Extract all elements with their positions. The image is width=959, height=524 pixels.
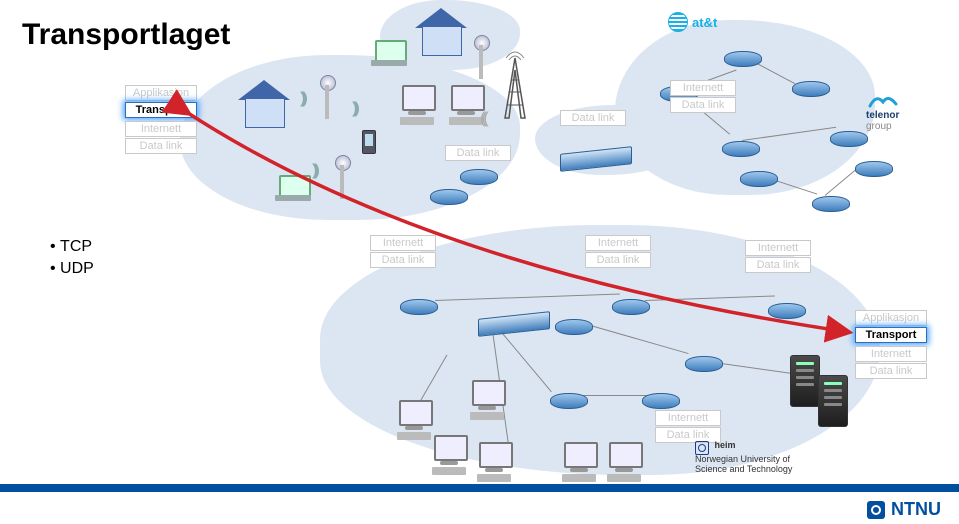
layer-applikasjon: Applikasjon [125, 85, 197, 101]
layer-label: Data link [670, 97, 736, 113]
ntnu-emblem-icon [867, 501, 885, 519]
page-title: Transportlaget [22, 18, 230, 52]
ap-icon [320, 75, 334, 119]
ap-icon [335, 155, 349, 199]
pc-icon [605, 442, 645, 482]
router-icon [400, 288, 436, 324]
pc-icon [560, 442, 600, 482]
layer-label: Internett [370, 235, 436, 251]
pc-icon [475, 442, 515, 482]
bullet-label: UDP [60, 260, 94, 277]
router-icon [550, 382, 586, 418]
house-icon [415, 8, 467, 56]
layer-transport: Transport [125, 102, 197, 118]
ap-icon [474, 35, 488, 79]
att-text: at&t [692, 15, 717, 30]
ntnu-text: NTNU [891, 499, 941, 520]
bullet-label: TCP [60, 238, 92, 255]
bullet-tcp: • TCP [50, 238, 92, 256]
wifi-icon: ))) [352, 100, 356, 118]
bullet-udp: • UDP [50, 260, 94, 278]
layer-internett: Internett [855, 346, 927, 362]
footer-bar: NTNU [0, 484, 959, 524]
pc-icon [398, 85, 438, 125]
layer-transport: Transport [855, 327, 927, 343]
laptop-icon [371, 40, 409, 66]
caption-line: Science and Technology [695, 464, 792, 474]
cloud-blob [180, 55, 520, 220]
telenor-fan-icon [866, 92, 900, 110]
att-logo: at&t [668, 12, 717, 32]
router-icon [768, 292, 804, 328]
ntnu-caption: heim Norwegian University of Science and… [695, 441, 792, 475]
laptop-icon [275, 175, 313, 201]
caption-line: Norwegian University of [695, 454, 790, 464]
pc-icon [468, 380, 508, 420]
router-icon [460, 158, 496, 194]
caption-line: heim [715, 440, 736, 450]
router-icon [812, 185, 848, 221]
telenor-logo: telenor group [866, 92, 900, 132]
layer-datalink: Data link [855, 363, 927, 379]
router-icon [555, 308, 591, 344]
layer-label: Data link [745, 257, 811, 273]
router-icon [724, 40, 760, 76]
layer-label: Data link [560, 110, 626, 126]
telenor-text: telenor [866, 110, 900, 121]
layer-applikasjon: Applikasjon [855, 310, 927, 326]
layer-label: Data link [585, 252, 651, 268]
wifi-icon: ))) [300, 90, 304, 108]
pc-icon [430, 435, 470, 475]
diagram-stage: Transportlaget • TCP • UDP ))) ))) ))) (… [0, 0, 959, 524]
layer-label: Data link [370, 252, 436, 268]
pc-icon [395, 400, 435, 440]
wifi-icon: ( ( ( [480, 110, 485, 128]
layer-label: Internett [670, 80, 736, 96]
server-icon [818, 375, 848, 427]
layer-label: Internett [745, 240, 811, 256]
ntnu-logo: NTNU [867, 499, 941, 520]
router-icon [855, 150, 891, 186]
layer-label: Internett [655, 410, 721, 426]
router-icon [685, 345, 721, 381]
att-globe-icon [668, 12, 688, 32]
house-icon [238, 80, 290, 128]
layer-label: Internett [585, 235, 651, 251]
telenor-sub: group [866, 121, 900, 132]
wifi-icon: ))) [312, 162, 316, 180]
phone-icon [362, 130, 376, 154]
router-icon [740, 160, 776, 196]
layer-label: Data link [445, 145, 511, 161]
router-icon [612, 288, 648, 324]
cell-tower-icon [502, 50, 528, 120]
layer-datalink: Data link [125, 138, 197, 154]
router-icon [792, 70, 828, 106]
layer-internett: Internett [125, 121, 197, 137]
server-icon [790, 355, 820, 407]
